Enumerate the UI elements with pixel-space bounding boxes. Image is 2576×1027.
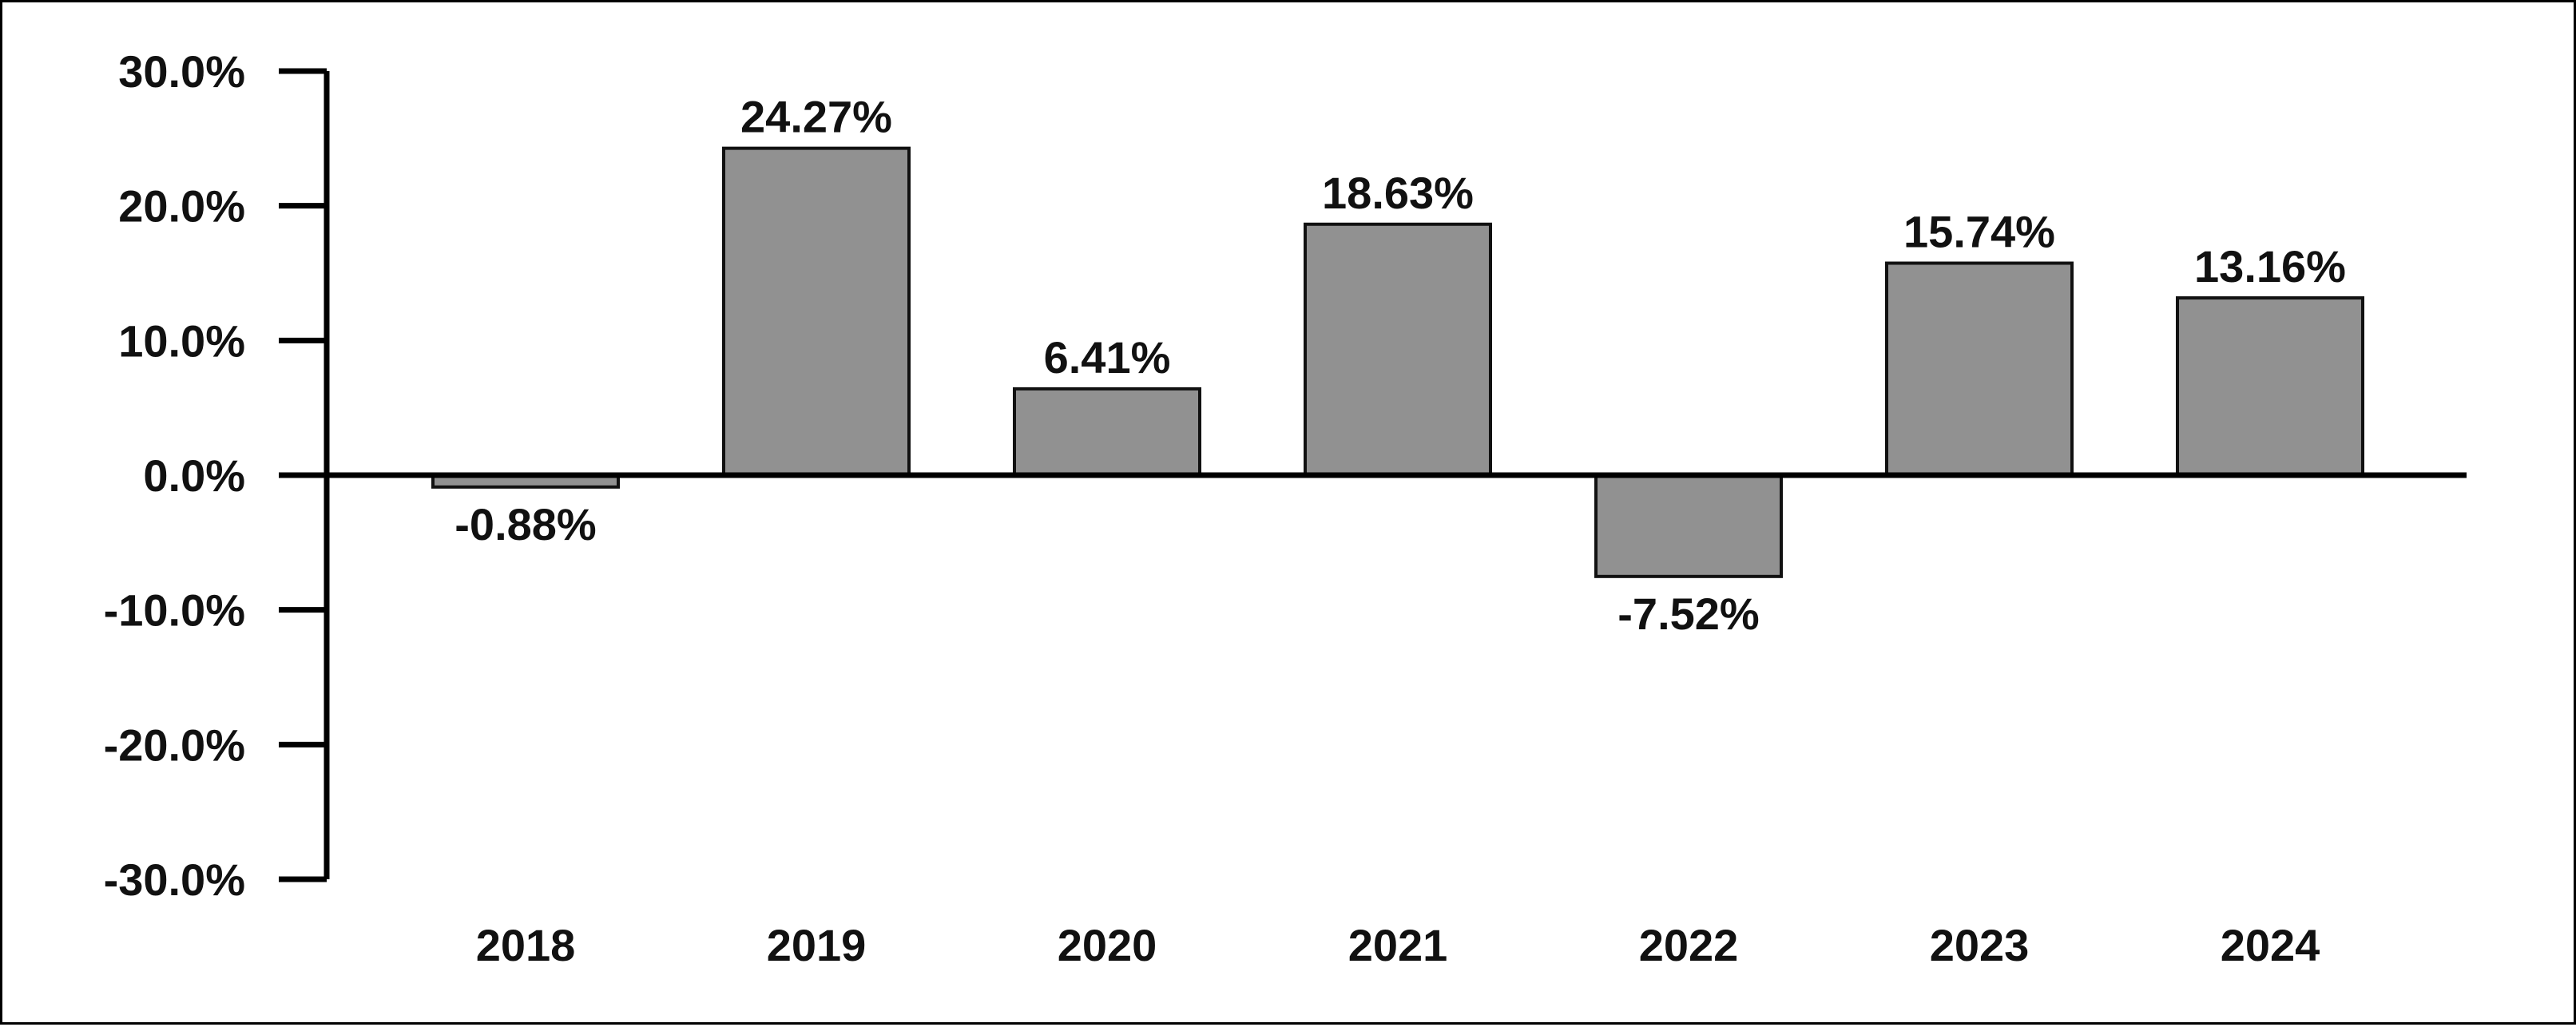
bar-2020 xyxy=(1013,387,1201,478)
x-label-2020: 2020 xyxy=(1058,920,1157,970)
bar-2024 xyxy=(2176,296,2364,477)
y-tick-label: 30.0% xyxy=(118,46,245,97)
data-label-2019: 24.27% xyxy=(740,92,892,142)
y-tick-label: 0.0% xyxy=(143,450,245,501)
data-label-2018: -0.88% xyxy=(454,499,596,549)
x-label-2024: 2024 xyxy=(2221,920,2320,970)
data-label-2022: -7.52% xyxy=(1617,589,1759,639)
x-label-2021: 2021 xyxy=(1348,920,1448,970)
data-label-2021: 18.63% xyxy=(1322,168,1474,218)
y-tick-label: -30.0% xyxy=(104,855,245,905)
y-tick-label: 20.0% xyxy=(118,181,245,232)
y-axis-ticks: 30.0% 20.0% 10.0% 0.0% -10.0% -20.0% -30.0% xyxy=(104,46,327,905)
x-axis-labels: 2018 2019 2020 2021 2022 2023 2024 xyxy=(476,920,2320,970)
data-label-2020: 6.41% xyxy=(1044,332,1171,383)
x-label-2022: 2022 xyxy=(1639,920,1739,970)
data-labels: -0.88% 24.27% 6.41% 18.63% -7.52% 15.74% 13.16… xyxy=(454,92,2346,639)
bar-2021 xyxy=(1304,222,1492,477)
x-label-2018: 2018 xyxy=(476,920,576,970)
bar-2023 xyxy=(1885,261,2074,477)
data-label-2024: 13.16% xyxy=(2194,241,2346,291)
bar-2019 xyxy=(722,146,911,477)
x-label-2019: 2019 xyxy=(767,920,867,970)
y-tick-label: -10.0% xyxy=(104,585,245,636)
y-tick-label: -20.0% xyxy=(104,720,245,770)
bar-2022 xyxy=(1594,474,1783,578)
x-label-2023: 2023 xyxy=(1930,920,2030,970)
data-label-2023: 15.74% xyxy=(1903,207,2055,257)
y-tick-label: 10.0% xyxy=(118,315,245,366)
